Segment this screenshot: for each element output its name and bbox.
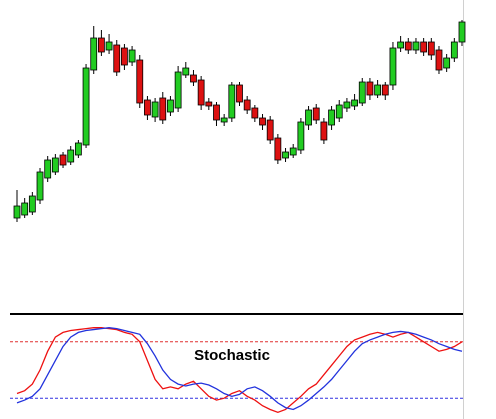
candle-body — [36, 171, 44, 201]
candle-body — [397, 41, 405, 49]
candle-body — [97, 37, 105, 53]
candle-body — [51, 157, 59, 173]
candle-body — [67, 149, 75, 163]
stochastic-line — [16, 327, 463, 413]
candle-body — [381, 84, 389, 96]
candle-body — [458, 21, 466, 43]
candle-body — [297, 121, 305, 151]
candle-body — [243, 99, 251, 111]
stochastic-line — [16, 327, 463, 411]
candle-body — [251, 107, 259, 119]
candle-body — [190, 74, 197, 83]
candle-body — [136, 59, 144, 104]
candle-body — [443, 57, 451, 69]
candle-body — [144, 99, 151, 116]
candle-body — [159, 97, 167, 121]
candle-body — [90, 37, 98, 71]
candle-body — [343, 101, 351, 109]
candle-body — [289, 147, 297, 156]
candle-body — [412, 41, 420, 51]
candle-body — [167, 99, 174, 113]
candle-body — [435, 49, 443, 71]
candle-body — [174, 71, 182, 109]
candle-body — [282, 151, 289, 159]
candle-body — [366, 81, 374, 96]
candle-body — [228, 84, 236, 119]
candle-body — [44, 159, 52, 179]
candle-body — [205, 101, 213, 107]
candle-body — [213, 104, 220, 121]
candle-body — [305, 109, 312, 126]
candle-body — [259, 117, 266, 126]
candle-body — [74, 142, 82, 156]
candle-body — [28, 195, 36, 213]
candle-body — [59, 154, 67, 166]
candle-body — [404, 41, 412, 51]
candle-body — [197, 79, 205, 106]
candle-body — [113, 44, 121, 73]
candle-body — [128, 49, 136, 63]
candle-body — [105, 41, 113, 51]
candle-body — [320, 121, 328, 141]
candle-body — [427, 41, 435, 56]
candle-body — [389, 47, 397, 86]
candle-body — [266, 119, 274, 141]
candle-body — [351, 99, 358, 107]
candle-body — [220, 117, 228, 123]
stochastic-panel — [10, 327, 463, 413]
candle-body — [312, 107, 320, 121]
candle-body — [182, 67, 190, 76]
candle-body — [236, 84, 243, 103]
candle-body — [274, 137, 282, 161]
candle-body — [450, 41, 458, 59]
candle-body — [335, 104, 343, 119]
indicator-title: Stochastic — [194, 347, 270, 364]
candle-body — [358, 81, 366, 104]
candle-body — [420, 41, 428, 53]
candle-body — [151, 101, 159, 118]
price-panel — [13, 20, 466, 222]
candle-body — [13, 205, 21, 219]
candle-body — [374, 84, 382, 96]
candle-body — [82, 67, 90, 146]
candle-body — [328, 109, 335, 126]
candle-body — [121, 47, 128, 66]
candle-body — [21, 202, 29, 216]
